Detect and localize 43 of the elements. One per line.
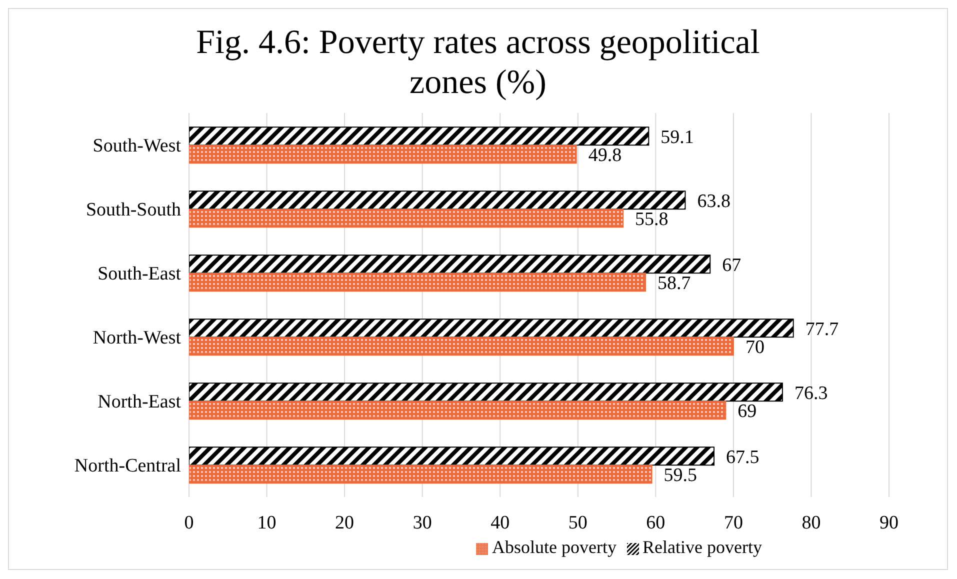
x-tick-label: 0 xyxy=(184,512,194,534)
data-label: 49.8 xyxy=(588,144,622,166)
bar xyxy=(189,464,652,484)
bar xyxy=(189,208,624,228)
x-tick-label: 10 xyxy=(257,512,276,534)
bar xyxy=(189,126,650,146)
y-tick-label: South-South xyxy=(86,200,182,221)
bar xyxy=(189,446,714,466)
y-tick-label: South-West xyxy=(92,136,182,157)
legend-label: Relative poverty xyxy=(642,537,762,557)
bar xyxy=(189,272,646,292)
data-label: 59.5 xyxy=(664,464,698,486)
bar xyxy=(189,336,734,356)
bar xyxy=(189,400,726,420)
x-tick-label: 20 xyxy=(335,512,354,534)
x-tick-label: 90 xyxy=(880,512,898,534)
x-tick-label: 30 xyxy=(412,512,432,534)
bar xyxy=(189,382,783,402)
bar xyxy=(189,144,577,164)
legend-label: Absolute poverty xyxy=(492,537,616,557)
y-tick-label: South-East xyxy=(98,264,182,285)
data-label: 55.8 xyxy=(635,208,668,230)
x-tick-label: 50 xyxy=(568,512,588,534)
x-tick-label: 70 xyxy=(724,512,743,534)
data-label: 69 xyxy=(738,400,757,422)
x-tick-label: 40 xyxy=(490,512,510,534)
data-label: 59.1 xyxy=(660,126,694,148)
x-tick-label: 60 xyxy=(646,512,666,534)
data-label: 63.8 xyxy=(697,190,730,212)
data-label: 67.5 xyxy=(726,446,760,468)
y-tick-label: North-East xyxy=(98,392,182,413)
x-tick-label: 80 xyxy=(802,512,821,534)
data-label: 76.3 xyxy=(794,382,828,404)
bar xyxy=(189,318,794,338)
data-label: 58.7 xyxy=(658,272,691,294)
bar xyxy=(189,254,711,274)
y-tick-label: North-West xyxy=(92,328,182,349)
y-tick-label: North-Central xyxy=(74,456,181,477)
chart-title: Fig. 4.6: Poverty rates across geopolitical zones (%) xyxy=(195,23,761,103)
bar xyxy=(189,190,686,210)
data-label: 70 xyxy=(745,336,764,358)
data-label: 67 xyxy=(722,254,742,276)
data-label: 77.7 xyxy=(805,318,839,340)
